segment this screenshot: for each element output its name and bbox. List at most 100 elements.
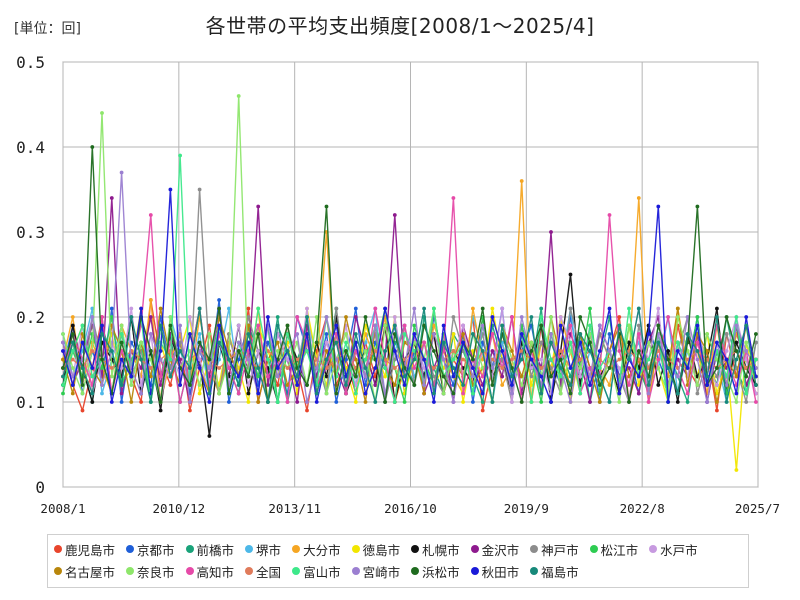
data-point bbox=[334, 391, 339, 396]
legend-swatch bbox=[589, 545, 598, 553]
data-point bbox=[109, 400, 114, 404]
data-point bbox=[207, 357, 212, 362]
data-point bbox=[139, 340, 144, 345]
data-point bbox=[705, 383, 709, 387]
data-point bbox=[715, 315, 719, 319]
data-point bbox=[666, 315, 670, 319]
data-point bbox=[363, 315, 368, 319]
data-point bbox=[754, 340, 758, 345]
data-point bbox=[197, 383, 202, 387]
data-point bbox=[207, 400, 212, 404]
legend-item: 神戸市 bbox=[530, 538, 579, 560]
data-point bbox=[324, 204, 329, 209]
data-point bbox=[695, 315, 700, 319]
data-point bbox=[402, 400, 407, 404]
data-point bbox=[383, 400, 387, 404]
data-point bbox=[461, 391, 465, 396]
data-point bbox=[324, 332, 329, 336]
data-point bbox=[724, 332, 729, 336]
data-point bbox=[705, 349, 709, 353]
data-point bbox=[246, 357, 251, 362]
data-point bbox=[480, 366, 485, 370]
data-point bbox=[344, 340, 348, 345]
legend-swatch bbox=[292, 567, 301, 575]
data-point bbox=[295, 374, 300, 379]
data-point bbox=[578, 315, 583, 319]
data-point bbox=[246, 383, 251, 387]
data-point bbox=[227, 357, 231, 362]
data-point bbox=[373, 323, 378, 328]
y-tick-label: 0.2 bbox=[16, 308, 45, 327]
y-tick-label: 0.4 bbox=[16, 138, 45, 157]
legend-item: 高知市 bbox=[185, 560, 234, 582]
data-point bbox=[168, 374, 173, 379]
data-point bbox=[636, 323, 641, 328]
data-point bbox=[461, 323, 465, 328]
data-point bbox=[412, 306, 417, 311]
x-tick-label: 2019/9 bbox=[504, 501, 549, 516]
legend-label: 京都市 bbox=[137, 542, 175, 558]
data-point bbox=[119, 340, 124, 345]
data-point bbox=[363, 340, 368, 345]
data-point bbox=[334, 340, 339, 345]
data-point bbox=[480, 306, 485, 311]
legend-swatch bbox=[351, 567, 360, 575]
data-point bbox=[344, 349, 348, 353]
data-point bbox=[236, 391, 241, 396]
data-point bbox=[129, 400, 134, 404]
unit-label: [単位：回] bbox=[14, 21, 81, 37]
data-point bbox=[100, 332, 104, 336]
data-point bbox=[80, 391, 85, 396]
legend-swatch bbox=[185, 545, 194, 553]
data-point bbox=[461, 383, 465, 387]
data-point bbox=[539, 357, 544, 362]
data-point bbox=[256, 323, 261, 328]
data-point bbox=[646, 391, 651, 396]
data-point bbox=[607, 213, 612, 217]
data-point bbox=[656, 383, 661, 387]
y-tick-label: 0 bbox=[35, 478, 45, 497]
data-point bbox=[412, 323, 417, 328]
data-point bbox=[119, 357, 124, 362]
data-point bbox=[734, 349, 739, 353]
legend-item: 福島市 bbox=[530, 560, 579, 582]
data-point bbox=[568, 383, 573, 387]
data-point bbox=[422, 391, 426, 396]
data-point bbox=[695, 383, 700, 387]
data-point bbox=[685, 391, 690, 396]
data-point bbox=[734, 391, 739, 396]
series-福島市 bbox=[61, 306, 758, 404]
legend-swatch bbox=[245, 567, 254, 575]
data-point bbox=[451, 332, 456, 336]
data-point bbox=[275, 340, 280, 345]
data-point bbox=[285, 383, 290, 387]
data-point bbox=[588, 400, 592, 404]
legend-item: 名古屋市 bbox=[54, 560, 115, 582]
data-point bbox=[227, 400, 231, 404]
data-point bbox=[295, 400, 300, 404]
data-point bbox=[500, 349, 505, 353]
data-point bbox=[344, 332, 348, 336]
legend-item: 富山市 bbox=[292, 560, 341, 582]
data-point bbox=[490, 366, 495, 370]
data-point bbox=[383, 374, 387, 379]
data-point bbox=[432, 332, 436, 336]
data-point bbox=[529, 383, 534, 387]
data-point bbox=[646, 400, 651, 404]
legend-swatch bbox=[126, 567, 135, 575]
data-point bbox=[314, 366, 319, 370]
data-point bbox=[549, 230, 553, 234]
data-point bbox=[197, 391, 202, 396]
data-point bbox=[217, 306, 222, 311]
data-point bbox=[480, 323, 485, 328]
data-point bbox=[558, 357, 563, 362]
data-point bbox=[666, 400, 670, 404]
data-point bbox=[236, 323, 241, 328]
data-point bbox=[627, 383, 631, 387]
data-point bbox=[314, 340, 319, 345]
data-point bbox=[519, 315, 524, 319]
data-point bbox=[70, 391, 75, 396]
data-point bbox=[275, 374, 280, 379]
data-point bbox=[490, 315, 495, 319]
data-point bbox=[646, 332, 651, 336]
